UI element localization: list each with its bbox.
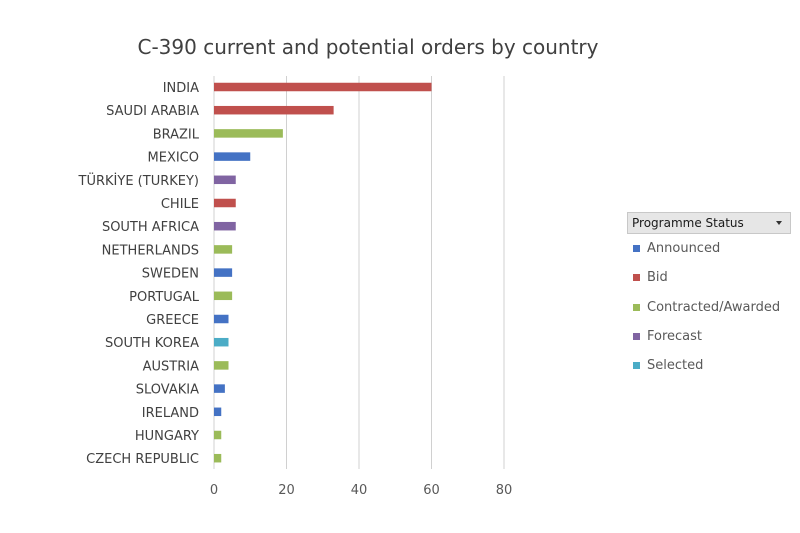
bar-austria[interactable] [214, 361, 229, 370]
x-tick-label: 60 [423, 483, 440, 498]
legend-slicer: Programme Status Announced Bid Contracted/… [627, 212, 791, 380]
category-label-netherlands: NETHERLANDS [102, 243, 199, 258]
category-label-greece: GREECE [146, 313, 199, 328]
legend-swatch [633, 274, 640, 282]
legend-label: Announced [647, 241, 721, 257]
legend-label: Forecast [647, 329, 703, 345]
legend-title: Programme Status [632, 216, 744, 230]
legend-label: Bid [647, 270, 668, 286]
bar-czech-republic[interactable] [214, 453, 222, 463]
bar-chile[interactable] [214, 198, 236, 208]
category-labels: INDIA SAUDI ARABIA BRAZIL MEXICO TÜRKİYE (TU… [78, 81, 200, 467]
category-label-south-korea: SOUTH KOREA [105, 336, 199, 351]
category-label-portugal: PORTUGAL [129, 290, 200, 305]
legend-label: Selected [647, 358, 704, 374]
bar-brazil[interactable] [214, 129, 283, 138]
category-label-ireland: IRELAND [142, 406, 199, 421]
bar-turkiye-turkey[interactable] [214, 175, 236, 185]
bar-netherlands[interactable] [214, 245, 233, 254]
category-label-hungary: HUNGARY [135, 429, 199, 444]
legend-swatch [633, 333, 640, 341]
legend-items: Announced Bid Contracted/Awarded Forecast Se… [627, 234, 791, 380]
bar-south-africa[interactable] [214, 221, 236, 231]
legend-item-contracted-awarded[interactable]: Contracted/Awarded [627, 293, 791, 322]
legend-swatch [633, 245, 640, 253]
bar-sweden[interactable] [214, 268, 233, 277]
category-label-chile: CHILE [161, 197, 199, 212]
category-label-austria: AUSTRIA [143, 359, 199, 374]
bar-south-korea[interactable] [214, 337, 229, 347]
bar-portugal[interactable] [214, 291, 233, 301]
legend-filter-dropdown[interactable]: Programme Status [627, 212, 791, 234]
bar-greece[interactable] [214, 314, 229, 324]
bar-mexico[interactable] [214, 152, 251, 161]
category-label-sweden: SWEDEN [142, 267, 199, 282]
category-label-brazil: BRAZIL [153, 127, 200, 142]
x-axis-tick-labels: 0 20 40 60 80 [210, 483, 512, 498]
category-label-saudi-arabia: SAUDI ARABIA [106, 104, 199, 119]
legend-label: Contracted/Awarded [647, 299, 781, 315]
bar-india[interactable] [214, 82, 432, 92]
legend-swatch [633, 303, 640, 311]
x-tick-label: 20 [278, 483, 295, 498]
bar-saudi-arabia[interactable] [214, 105, 334, 115]
chart-title: C-390 current and potential orders by co… [137, 35, 598, 59]
bars [214, 82, 432, 463]
category-label-mexico: MEXICO [148, 151, 199, 166]
legend-item-bid[interactable]: Bid [627, 263, 791, 292]
x-tick-label: 0 [210, 483, 218, 498]
gridlines [213, 76, 505, 469]
category-label-slovakia: SLOVAKIA [136, 383, 199, 398]
legend-item-announced[interactable]: Announced [627, 234, 791, 263]
category-label-south-africa: SOUTH AFRICA [102, 220, 199, 235]
x-tick-label: 80 [496, 483, 513, 498]
category-label-india: INDIA [163, 81, 199, 96]
category-label-czech-republic: CZECH REPUBLIC [86, 452, 199, 467]
bar-slovakia[interactable] [214, 384, 225, 393]
bar-ireland[interactable] [214, 407, 222, 417]
x-tick-label: 40 [351, 483, 368, 498]
legend-item-forecast[interactable]: Forecast [627, 322, 791, 351]
dropdown-arrow-icon[interactable] [776, 221, 782, 225]
category-label-turkiye-turkey: TÜRKİYE (TURKEY) [78, 172, 199, 189]
legend-item-selected[interactable]: Selected [627, 351, 791, 380]
bar-hungary[interactable] [214, 430, 222, 440]
legend-swatch [633, 362, 640, 370]
